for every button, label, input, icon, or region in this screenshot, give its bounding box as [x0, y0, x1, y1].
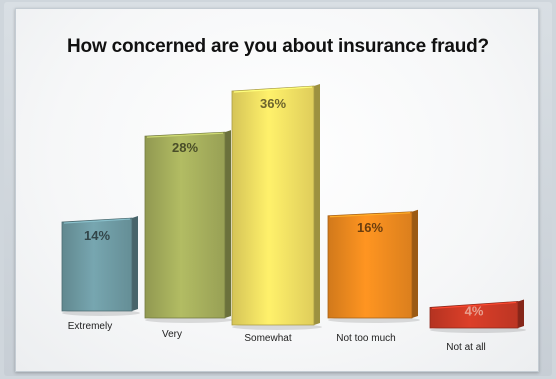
chart-title: How concerned are you about insurance fr…: [67, 36, 489, 57]
bar-value-label: 28%: [172, 140, 198, 155]
category-label: Very: [162, 329, 182, 340]
bar-shadow: [430, 327, 526, 333]
bar-highlight: [329, 212, 411, 218]
bar-extremely: [61, 217, 133, 312]
bar-value-label: 36%: [260, 96, 286, 111]
category-label: Extremely: [68, 321, 112, 332]
category-label: Somewhat: [244, 333, 291, 344]
bar-value-label: 16%: [357, 220, 383, 235]
bar-shadow: [232, 324, 322, 330]
bar-side: [412, 209, 418, 318]
bar-side: [132, 216, 138, 311]
bar-value-label: 4%: [465, 303, 484, 318]
bar-shadow: [62, 310, 140, 316]
bar-side: [314, 84, 320, 325]
bar-highlight: [146, 132, 224, 138]
bar-not-at-all: [429, 301, 519, 329]
bar-not-too-much: [327, 211, 413, 319]
category-label: Not at all: [446, 342, 485, 353]
bar-side: [518, 299, 524, 328]
category-label: Not too much: [336, 333, 395, 344]
bar-very: [144, 131, 226, 319]
bar-highlight: [233, 86, 313, 93]
bar-shadow: [145, 317, 233, 323]
bar-highlight: [63, 218, 131, 224]
bar-shadow: [328, 317, 420, 323]
bar-somewhat: [231, 85, 315, 326]
bar-highlight: [431, 301, 517, 310]
bar-value-label: 14%: [84, 228, 110, 243]
bar-side: [225, 130, 231, 318]
